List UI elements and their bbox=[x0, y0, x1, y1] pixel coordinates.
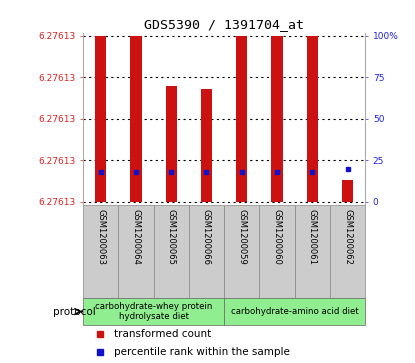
FancyBboxPatch shape bbox=[118, 205, 154, 298]
Bar bbox=[95, 36, 106, 202]
Bar bbox=[236, 36, 247, 202]
Text: percentile rank within the sample: percentile rank within the sample bbox=[114, 347, 290, 357]
Bar bbox=[130, 36, 142, 202]
FancyBboxPatch shape bbox=[330, 205, 365, 298]
Text: carbohydrate-whey protein
hydrolysate diet: carbohydrate-whey protein hydrolysate di… bbox=[95, 302, 212, 321]
Text: carbohydrate-amino acid diet: carbohydrate-amino acid diet bbox=[231, 307, 359, 316]
FancyBboxPatch shape bbox=[295, 205, 330, 298]
Text: GSM1200062: GSM1200062 bbox=[343, 209, 352, 265]
Text: GSM1200063: GSM1200063 bbox=[96, 209, 105, 265]
FancyBboxPatch shape bbox=[154, 205, 189, 298]
Bar bbox=[201, 89, 212, 202]
Bar bbox=[307, 36, 318, 202]
Bar bbox=[271, 36, 283, 202]
Bar bbox=[166, 86, 177, 202]
Bar bbox=[342, 180, 353, 202]
Title: GDS5390 / 1391704_at: GDS5390 / 1391704_at bbox=[144, 19, 304, 32]
Text: transformed count: transformed count bbox=[114, 329, 211, 339]
FancyBboxPatch shape bbox=[83, 298, 224, 326]
Text: GSM1200060: GSM1200060 bbox=[273, 209, 281, 265]
FancyBboxPatch shape bbox=[224, 205, 259, 298]
Text: GSM1200065: GSM1200065 bbox=[167, 209, 176, 265]
Text: GSM1200066: GSM1200066 bbox=[202, 209, 211, 265]
Text: GSM1200064: GSM1200064 bbox=[132, 209, 140, 265]
FancyBboxPatch shape bbox=[83, 205, 118, 298]
FancyBboxPatch shape bbox=[259, 205, 295, 298]
Text: protocol: protocol bbox=[53, 307, 96, 317]
FancyBboxPatch shape bbox=[189, 205, 224, 298]
Text: GSM1200059: GSM1200059 bbox=[237, 209, 246, 265]
FancyBboxPatch shape bbox=[224, 298, 365, 326]
Text: GSM1200061: GSM1200061 bbox=[308, 209, 317, 265]
